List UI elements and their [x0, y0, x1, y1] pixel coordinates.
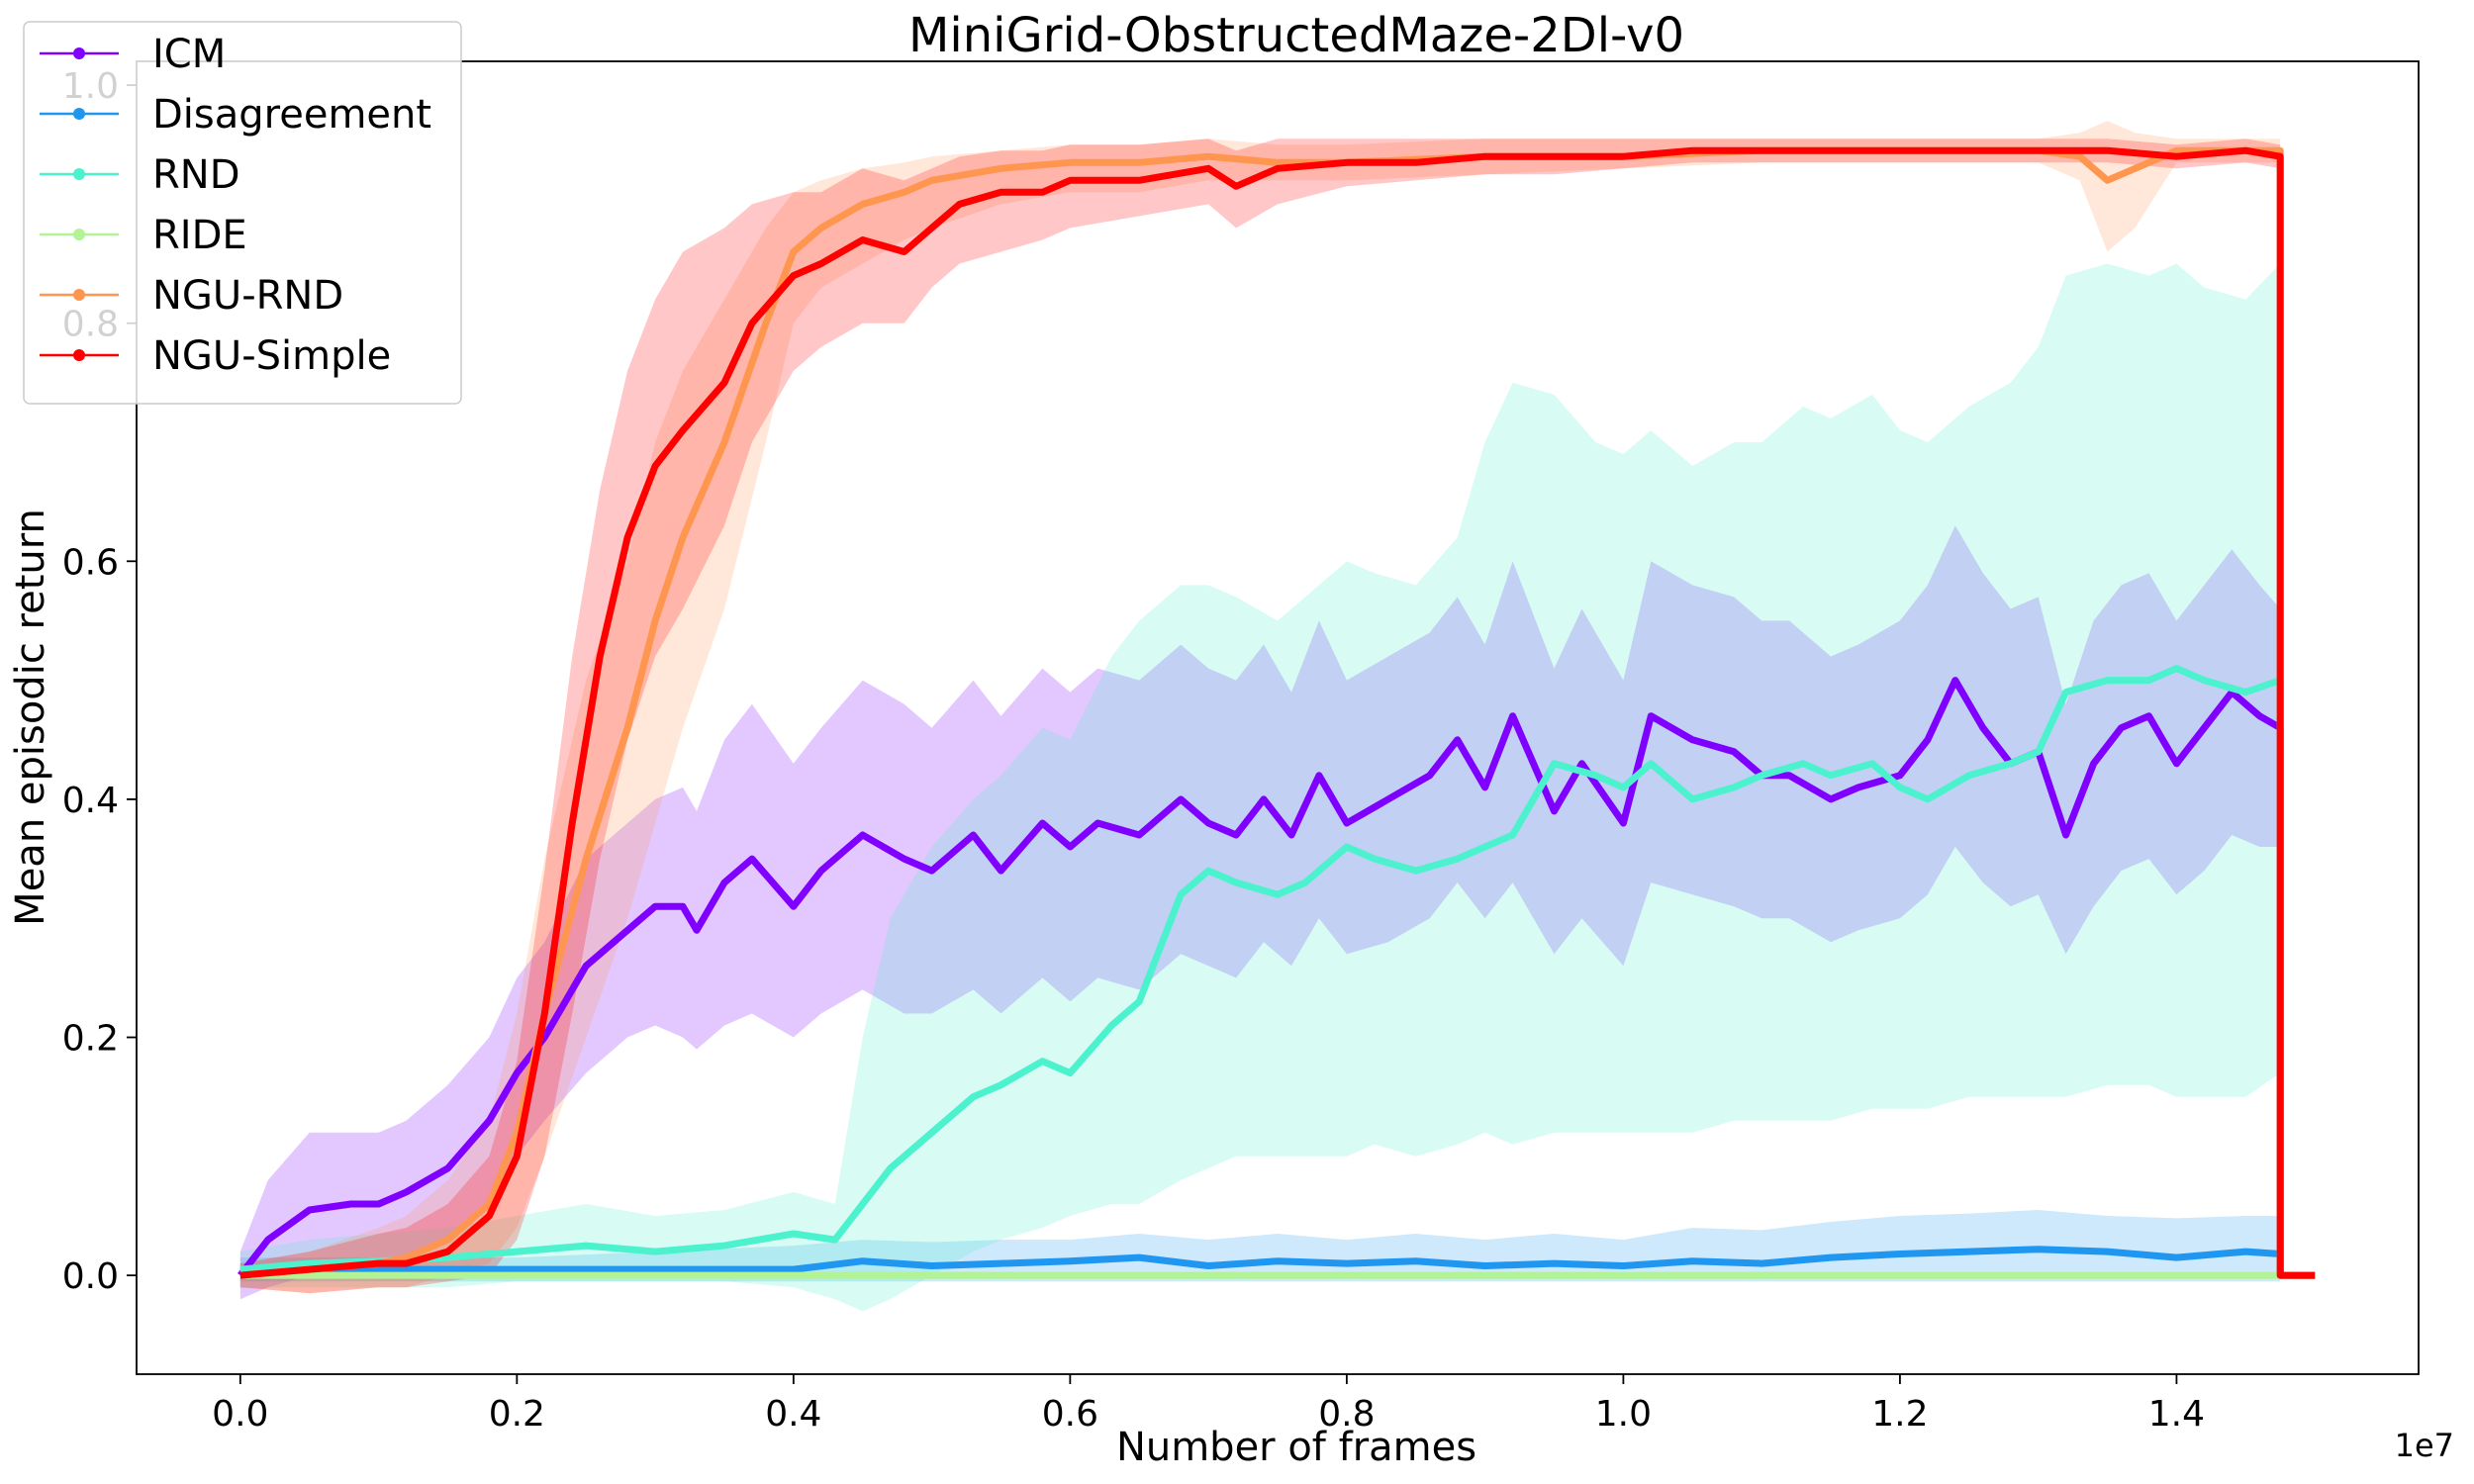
x-tick-label: 0.8 — [1318, 1394, 1375, 1435]
x-tick-label: 0.4 — [765, 1394, 821, 1435]
confidence-bands — [239, 121, 2281, 1312]
chart-title: MiniGrid-ObstructedMaze-2Dl-v0 — [908, 8, 1684, 63]
legend-item-ride: RIDE — [40, 213, 247, 258]
legend-label: NGU-Simple — [152, 333, 391, 379]
legend-marker — [73, 168, 85, 180]
x-axis-offset-label: 1e7 — [2395, 1427, 2454, 1464]
legend: ICM Disagreement RND RIDE NGU-RND NGU-Simple — [23, 21, 462, 405]
y-tick-label: 0.0 — [62, 1256, 119, 1297]
plot-frame — [136, 60, 2420, 1375]
y-tick-label: 0.4 — [62, 781, 119, 821]
x-axis: 0.0 0.2 0.4 0.6 0.8 1.0 1.2 1.4 — [212, 1374, 2205, 1435]
x-tick-label: 1.0 — [1595, 1394, 1652, 1435]
x-tick-label: 0.2 — [489, 1394, 545, 1435]
legend-marker — [73, 349, 85, 361]
legend-item-disagreement: Disagreement — [40, 92, 431, 138]
legend-item-ngu-simple: NGU-Simple — [40, 333, 391, 379]
x-tick-label: 1.2 — [1871, 1394, 1928, 1435]
legend-item-ngu-rnd: NGU-RND — [40, 273, 343, 319]
legend-box — [23, 21, 462, 405]
legend-marker — [73, 289, 85, 301]
legend-label: Disagreement — [152, 92, 431, 138]
legend-label: ICM — [152, 32, 226, 77]
rnd-band — [239, 263, 2281, 1312]
x-axis-title: Number of frames — [1116, 1425, 1476, 1470]
legend-label: RND — [152, 152, 240, 198]
legend-label: NGU-RND — [152, 273, 343, 319]
legend-marker — [73, 47, 85, 59]
x-tick-label: 0.6 — [1042, 1394, 1098, 1435]
legend-marker — [73, 108, 85, 120]
rnd-line — [239, 665, 2316, 1279]
ngu-rnd-line — [239, 146, 2316, 1279]
ngu-simple-line — [239, 146, 2316, 1279]
plot-area — [238, 121, 2316, 1312]
disagreement-line — [239, 1246, 2316, 1279]
legend-label: RIDE — [152, 213, 247, 258]
ngu-rnd-band — [239, 121, 2281, 1294]
y-axis-title: Mean episodic return — [8, 509, 53, 926]
legend-item-rnd: RND — [40, 152, 240, 198]
x-tick-label: 1.4 — [2148, 1394, 2205, 1435]
ngu-simple-band — [239, 139, 2281, 1294]
y-tick-label: 0.6 — [62, 542, 119, 583]
icm-band — [239, 525, 2281, 1300]
legend-item-icm: ICM — [40, 32, 226, 77]
legend-marker — [73, 229, 85, 240]
series-lines — [238, 146, 2316, 1279]
x-tick-label: 0.0 — [212, 1394, 268, 1435]
y-tick-label: 0.2 — [62, 1019, 119, 1060]
